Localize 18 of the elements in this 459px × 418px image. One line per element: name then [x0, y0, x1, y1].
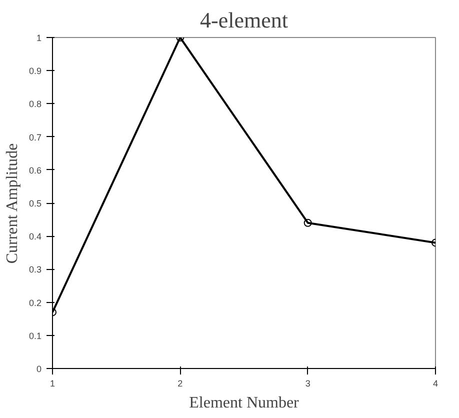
x-tick-label: 3: [305, 378, 310, 388]
y-tick-label: 0.5: [28, 198, 42, 208]
y-axis-title: Current Amplitude: [4, 143, 21, 264]
y-tick-label: 0.1: [28, 330, 42, 341]
y-tick-label: 0: [36, 364, 42, 374]
y-tick-label: 0.7: [28, 132, 42, 142]
x-tick-label: 1: [50, 378, 56, 388]
y-tick-label: 0.2: [28, 298, 42, 308]
x-tick-label: 2: [178, 378, 183, 388]
x-tick-label: 4: [432, 378, 438, 388]
y-tick-label: 0.4: [28, 232, 42, 242]
y-tick-label: 0.3: [28, 264, 42, 275]
x-axis-title: Element Number: [189, 394, 300, 412]
y-tick-label: 0.8: [28, 99, 42, 110]
y-tick-label: 0.9: [28, 66, 42, 76]
y-tick-label: 0.6: [28, 165, 42, 176]
chart-title: 4-element: [200, 8, 288, 32]
y-tick-label: 1: [36, 33, 42, 43]
